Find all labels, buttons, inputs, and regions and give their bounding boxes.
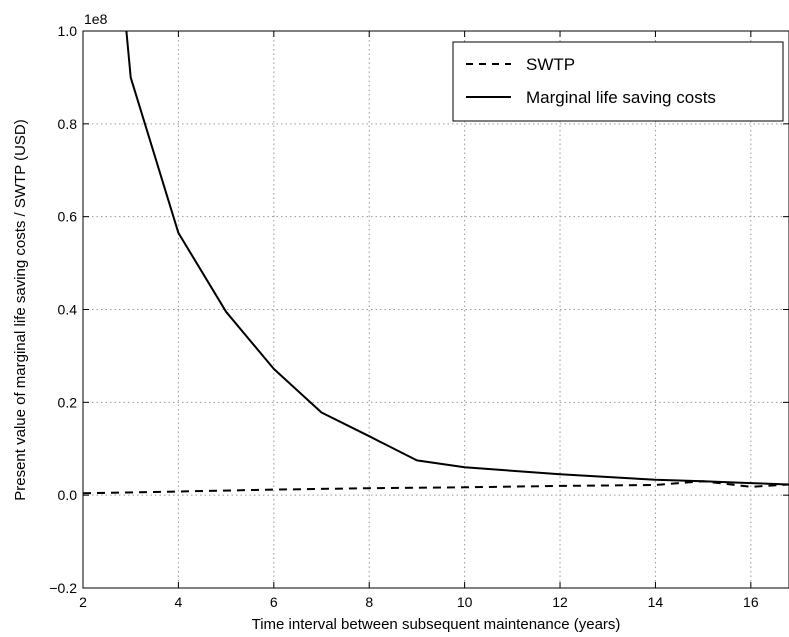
- series-layer: [83, 31, 789, 495]
- x-tick-label: 8: [365, 594, 373, 610]
- y-tick-label: 0.8: [58, 116, 78, 132]
- x-tick-label: 10: [457, 594, 473, 610]
- ticks: 2 4 6 8 10 12 14 16 −0.2 0.0 0.2 0.4 0.6 0.8 1.0: [49, 23, 789, 610]
- x-tick-label: 14: [648, 594, 664, 610]
- y-tick-label: 0.6: [58, 209, 78, 225]
- y-tick-label: 0.2: [58, 394, 78, 410]
- series-line-swtp: [83, 480, 789, 495]
- y-axis-label: Present value of marginal life saving co…: [12, 119, 29, 501]
- grid: [82, 30, 789, 589]
- x-tick-label: 12: [552, 594, 568, 610]
- x-tick-label: 2: [79, 594, 87, 610]
- y-tick-label: −0.2: [49, 580, 77, 596]
- x-tick-label: 16: [743, 594, 759, 610]
- series-line-marginal-life-saving-costs: [125, 31, 789, 486]
- offset-text: 1e8: [84, 11, 108, 27]
- y-tick-label: 0.4: [58, 302, 78, 318]
- x-axis-label: Time interval between subsequent mainten…: [252, 616, 621, 633]
- x-tick-label: 6: [270, 594, 278, 610]
- legend-label-swtp: SWTP: [526, 55, 575, 74]
- legend-box: [452, 41, 784, 122]
- x-tick-label: 4: [175, 594, 183, 610]
- legend: SWTP Marginal life saving costs: [452, 41, 784, 122]
- y-tick-label: 1.0: [58, 23, 78, 39]
- y-tick-label: 0.0: [58, 487, 78, 503]
- legend-label-marginal-cost: Marginal life saving costs: [526, 88, 716, 107]
